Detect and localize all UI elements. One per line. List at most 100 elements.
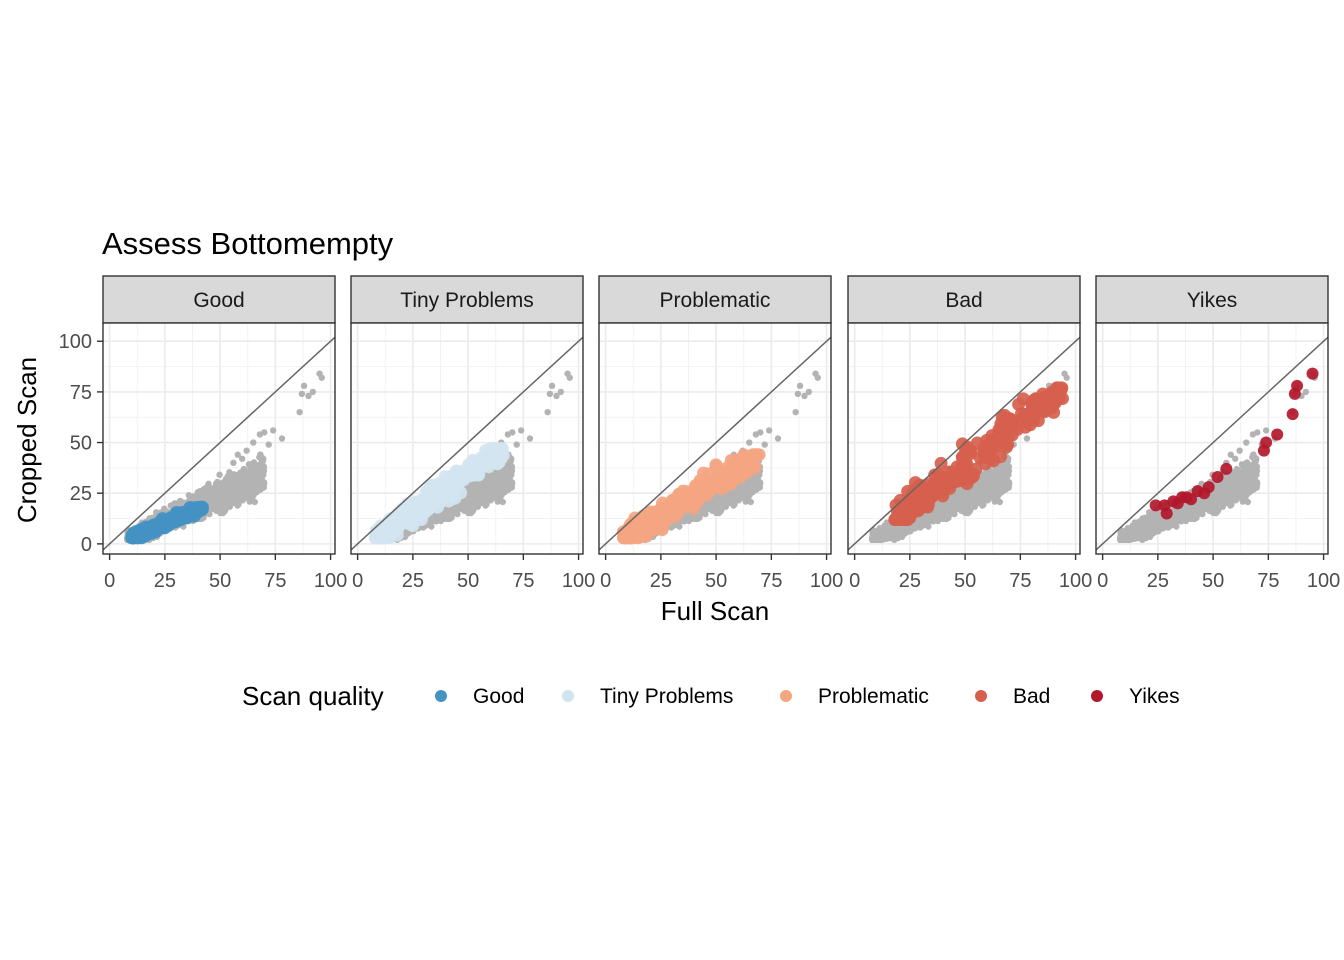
x-tick-label: 50: [457, 570, 479, 592]
background-point: [482, 487, 490, 495]
background-point: [213, 497, 221, 504]
background-point: [753, 486, 760, 493]
x-tick-label: 50: [209, 570, 231, 592]
background-point: [544, 408, 551, 416]
y-tick-label: 0: [81, 534, 92, 556]
background-point: [265, 441, 272, 448]
background-point: [234, 487, 242, 495]
background-point: [517, 427, 525, 434]
background-point: [153, 509, 160, 516]
background-point: [219, 487, 226, 494]
background-point: [296, 408, 303, 416]
background-point: [746, 491, 753, 499]
data-point: [171, 511, 185, 525]
background-point: [475, 500, 482, 507]
background-point: [242, 493, 249, 501]
background-point: [258, 456, 265, 464]
background-point: [248, 464, 255, 471]
background-point: [566, 374, 573, 381]
background-point: [513, 441, 520, 448]
background-point: [498, 491, 505, 499]
y-tick-label: 100: [59, 331, 92, 353]
x-tick-label: 0: [352, 570, 363, 592]
background-point: [257, 486, 264, 493]
background-point: [298, 390, 306, 398]
chart-title: Assess Bottomempty: [102, 226, 394, 261]
x-tick-label: 25: [154, 570, 176, 592]
background-point: [261, 429, 268, 436]
background-point: [227, 500, 234, 507]
background-point: [230, 459, 237, 467]
background-point: [260, 479, 268, 486]
data-point: [460, 465, 474, 479]
background-point: [234, 502, 241, 509]
x-tick-label: 75: [512, 570, 534, 592]
background-point: [548, 382, 556, 390]
background-point: [467, 487, 474, 494]
background-point: [239, 473, 246, 480]
background-point: [250, 491, 257, 499]
background-point: [490, 493, 497, 501]
background-point: [757, 429, 764, 436]
background-point: [507, 468, 514, 476]
background-point: [557, 388, 565, 396]
panel-background: [103, 323, 335, 554]
background-point: [251, 498, 259, 506]
background-point: [730, 502, 737, 509]
data-point: [418, 506, 432, 520]
background-point: [504, 474, 511, 482]
background-point: [761, 441, 768, 448]
data-point: [387, 519, 401, 533]
background-point: [482, 502, 489, 509]
facet-strip-label: Tiny Problems: [400, 289, 533, 312]
background-point: [483, 482, 490, 489]
background-point: [792, 408, 799, 416]
background-point: [469, 508, 476, 515]
background-point: [704, 505, 711, 512]
y-tick-label: 25: [70, 483, 92, 505]
background-point: [746, 439, 753, 446]
background-point: [717, 508, 724, 515]
data-point: [160, 516, 174, 530]
background-point: [250, 439, 257, 446]
background-point: [526, 435, 534, 442]
data-point: [125, 531, 139, 545]
data-point: [474, 451, 488, 465]
background-point: [244, 478, 252, 486]
x-tick-label: 0: [104, 570, 115, 592]
background-point: [208, 485, 216, 492]
background-point: [278, 435, 286, 442]
x-tick-label: 100: [314, 570, 347, 592]
facet-panel-1: Tiny Problems 0 25 50 75 100: [350, 275, 595, 592]
background-point: [243, 447, 250, 454]
background-point: [765, 427, 773, 434]
background-point: [487, 473, 494, 480]
background-point: [300, 382, 308, 390]
background-point: [796, 382, 804, 390]
background-point: [232, 471, 239, 479]
background-point: [723, 500, 730, 507]
data-point: [425, 489, 439, 503]
background-point: [814, 374, 821, 381]
background-point: [774, 435, 782, 442]
data-point: [493, 450, 507, 464]
background-point: [214, 478, 221, 486]
background-point: [256, 474, 263, 482]
x-tick-label: 100: [562, 570, 595, 592]
background-point: [167, 502, 174, 509]
background-point: [224, 477, 231, 484]
x-tick-label: 25: [402, 570, 424, 592]
facet-strip: [102, 275, 336, 324]
data-point: [187, 509, 201, 523]
background-point: [269, 427, 277, 434]
background-point: [738, 493, 745, 501]
y-tick-label: 50: [70, 433, 92, 455]
background-point: [546, 390, 554, 398]
background-point: [205, 480, 212, 488]
background-point: [221, 508, 228, 515]
data-point: [394, 505, 408, 519]
background-point: [794, 390, 802, 398]
